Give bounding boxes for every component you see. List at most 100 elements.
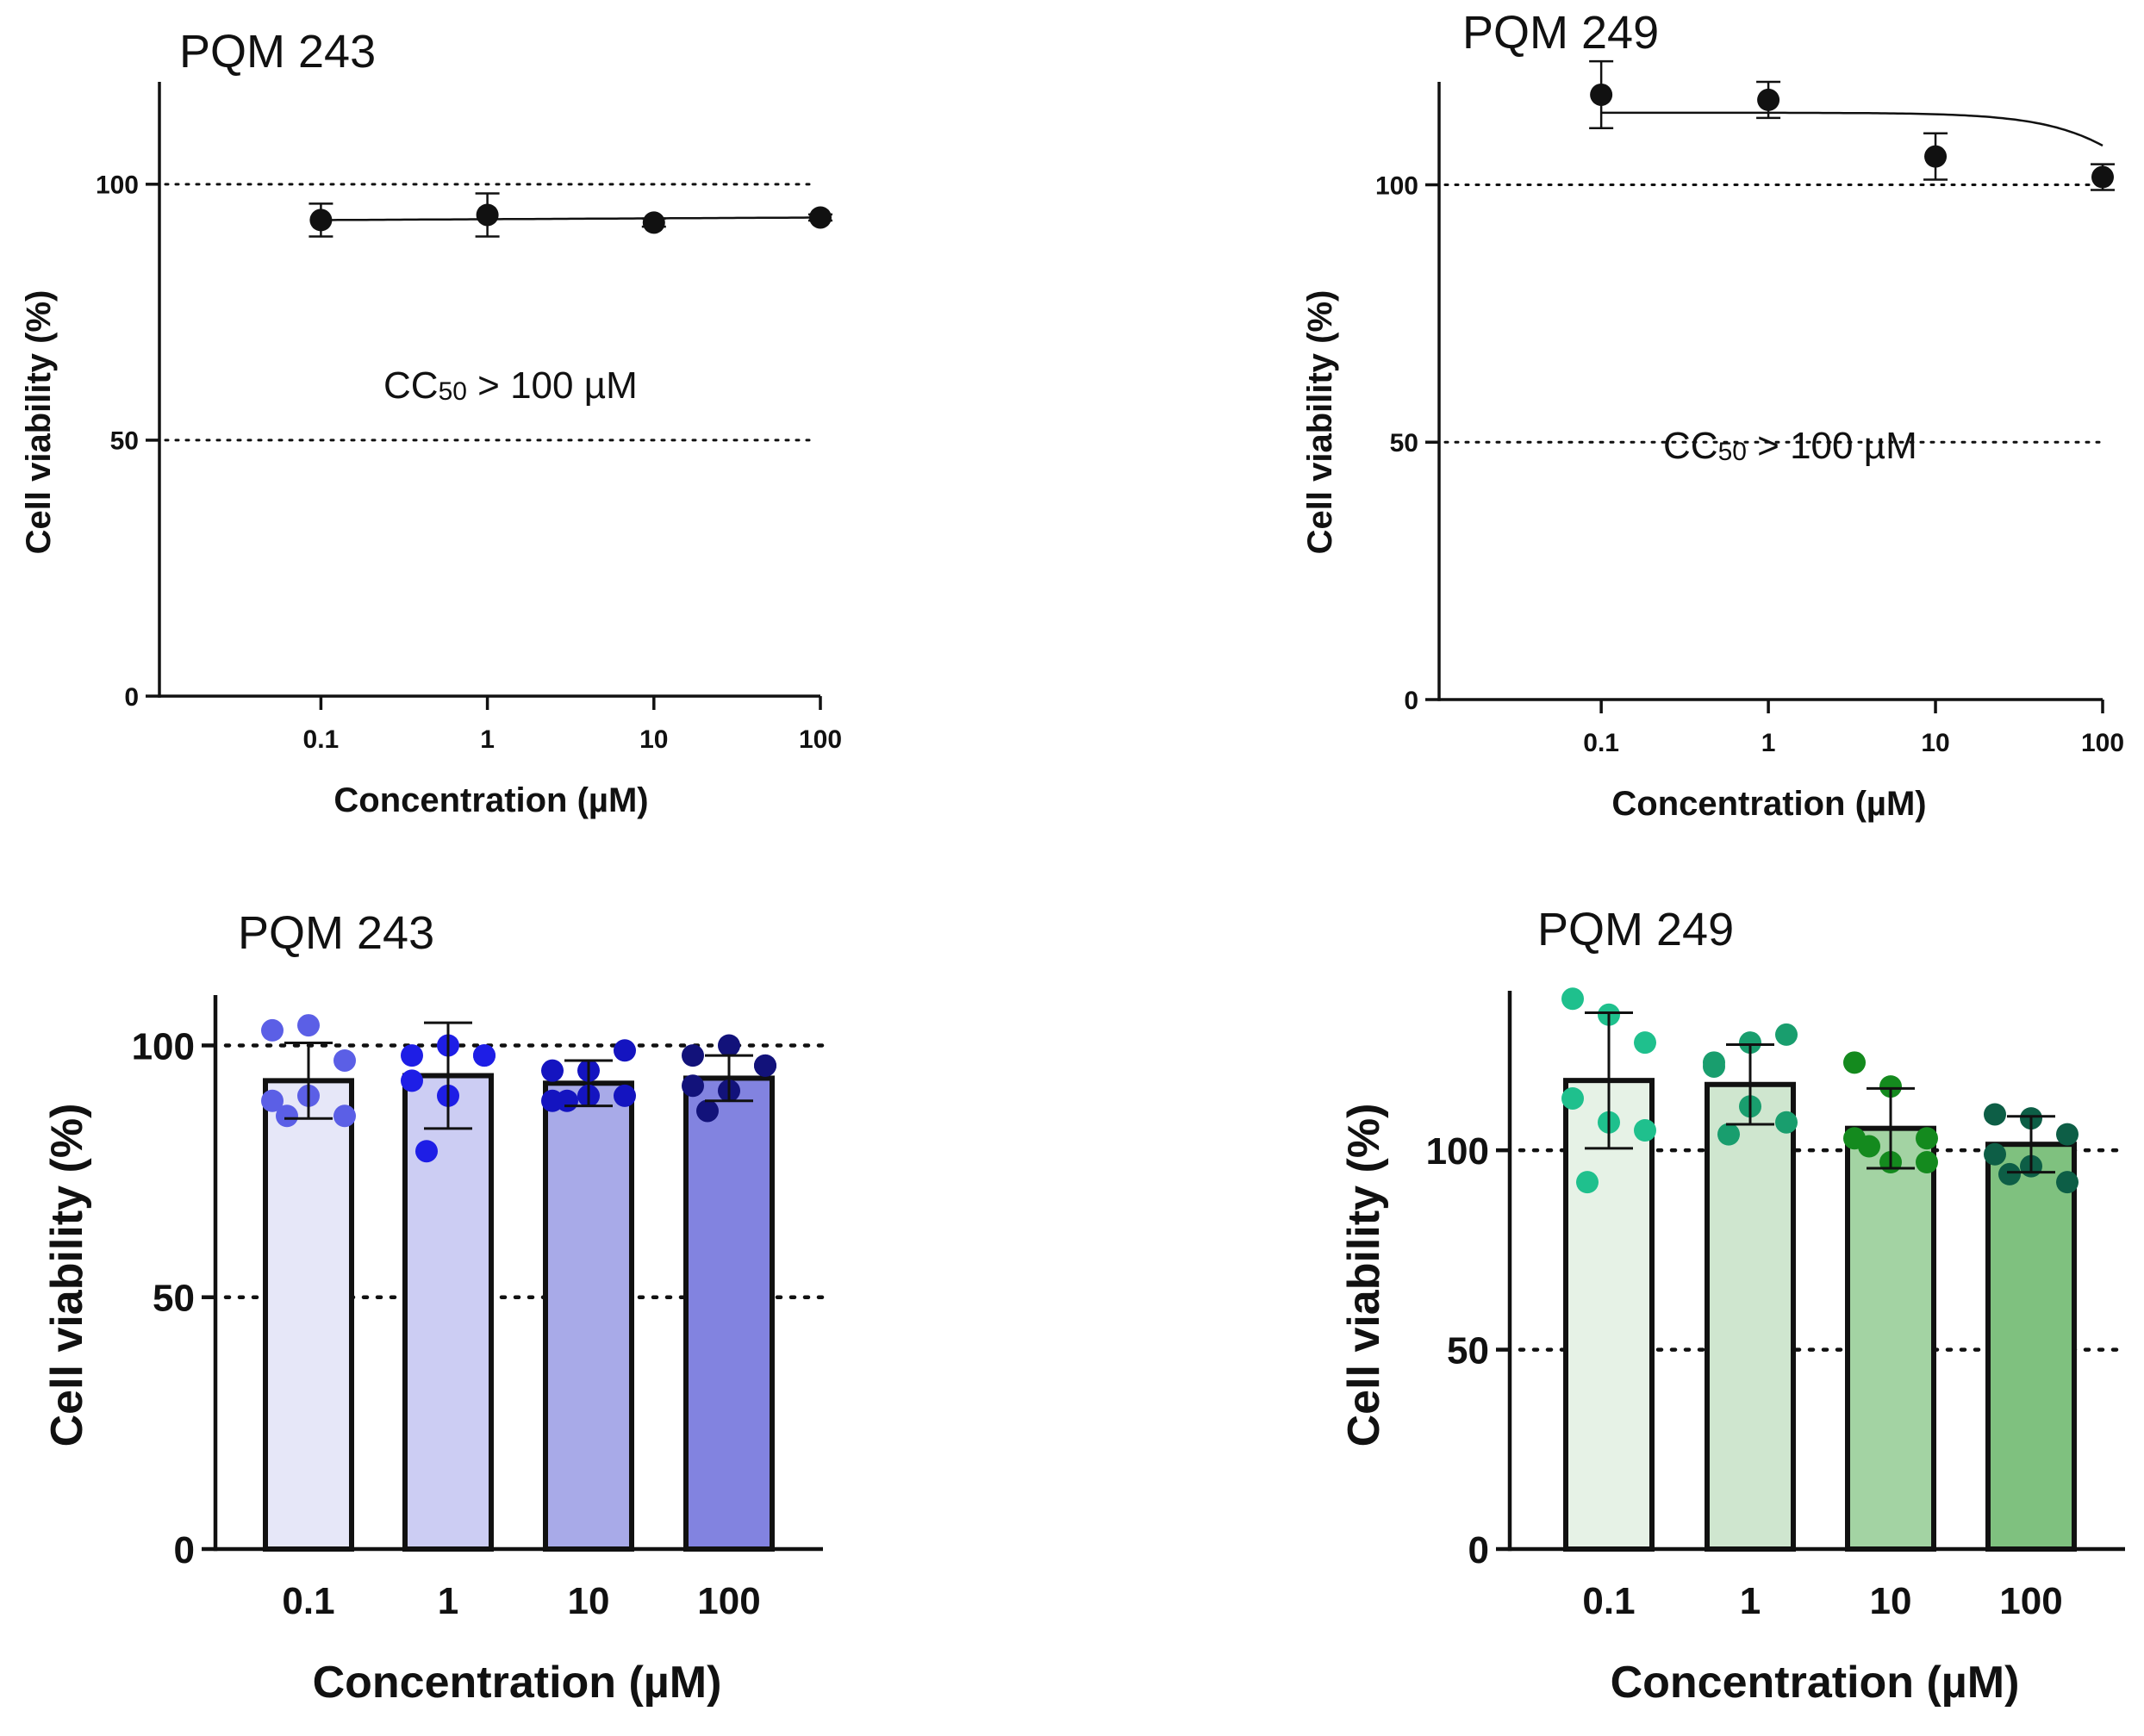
data-point [1757, 88, 1780, 111]
replicate-point [261, 1018, 284, 1042]
replicate-point [415, 1140, 438, 1163]
replicate-point [401, 1069, 423, 1092]
replicate-point [1984, 1103, 2006, 1126]
panel-pqm243-curve: PQM 243 Concentration (µM) Cell viabilit… [20, 26, 842, 819]
data-point [476, 203, 499, 227]
y-axis-label: Cell viability (%) [1301, 290, 1339, 555]
replicate-point [1879, 1075, 1902, 1098]
replicate-point [261, 1089, 284, 1112]
bar [263, 1078, 354, 1552]
replicate-point [473, 1044, 495, 1067]
chart-title: PQM 249 [1537, 904, 1734, 955]
replicate-point [333, 1048, 356, 1072]
x-tick-label: 100 [799, 725, 842, 754]
replicate-point [556, 1089, 578, 1112]
replicate-point [1775, 1111, 1798, 1134]
y-axis-label: Cell viability (%) [1339, 1104, 1389, 1447]
y-tick-label: 100 [132, 1025, 195, 1067]
y-tick-label: 0 [1404, 687, 1418, 715]
x-tick-label: 0.1 [1583, 729, 1619, 757]
replicate-point [1561, 987, 1584, 1011]
replicate-point [1561, 1086, 1584, 1110]
chart-title: PQM 243 [238, 907, 434, 959]
replicate-point [1775, 1023, 1798, 1046]
y-tick-label: 100 [96, 171, 139, 200]
y-axis-label: Cell viability (%) [42, 1104, 92, 1447]
x-tick-label: 10 [1921, 729, 1949, 757]
replicate-point [2056, 1123, 2079, 1146]
data-point [309, 208, 333, 232]
panel-pqm249-bars: PQM 249 Concentration (µM) Cell viabilit… [1339, 904, 2128, 1708]
replicate-point [1843, 1051, 1866, 1074]
replicate-point [1717, 1123, 1740, 1146]
replicate-point [614, 1084, 636, 1107]
cc50-annotation: CC50 > 100 µM [1663, 425, 1917, 467]
bar [1845, 1125, 1936, 1552]
replicate-point [297, 1014, 320, 1037]
x-tick-label: 0.1 [303, 725, 340, 754]
chart-title: PQM 243 [179, 26, 376, 78]
bar [1705, 1081, 1796, 1552]
replicate-point [614, 1039, 636, 1062]
y-tick-label: 100 [1426, 1130, 1489, 1173]
x-axis-label: Concentration (µM) [1611, 1658, 2020, 1708]
x-axis-label: Concentration (µM) [313, 1658, 722, 1708]
x-tick-label: 1 [438, 1580, 458, 1622]
replicate-point [682, 1044, 704, 1067]
data-point [1590, 83, 1613, 106]
replicate-point [1984, 1142, 2006, 1166]
replicate-point [682, 1074, 704, 1098]
replicate-point [1916, 1151, 1938, 1174]
x-tick-label: 10 [568, 1580, 610, 1622]
x-tick-label: 10 [1870, 1580, 1912, 1622]
fit-curve [321, 216, 820, 221]
cc50-annotation: CC50 > 100 µM [383, 364, 638, 407]
replicate-point [1916, 1127, 1938, 1150]
bar [683, 1075, 775, 1552]
x-tick-label: 100 [697, 1580, 760, 1622]
replicate-point [1576, 1171, 1599, 1194]
x-axis-label: Concentration (µM) [1611, 785, 1926, 823]
x-tick-label: 0.1 [282, 1580, 334, 1622]
bar [1985, 1142, 2077, 1552]
replicate-point [718, 1034, 740, 1057]
x-tick-label: 0.1 [1582, 1580, 1635, 1622]
replicate-point [1634, 1119, 1656, 1142]
replicate-point [2056, 1171, 2079, 1194]
x-tick-label: 1 [480, 725, 495, 754]
x-tick-label: 1 [1740, 1580, 1761, 1622]
y-tick-label: 50 [1390, 429, 1418, 457]
replicate-point [1703, 1051, 1725, 1074]
x-tick-label: 100 [1999, 1580, 2062, 1622]
replicate-point [541, 1059, 564, 1082]
y-axis-label: Cell viability (%) [20, 290, 58, 555]
replicate-point [276, 1104, 298, 1128]
replicate-point [1858, 1135, 1880, 1158]
y-tick-label: 100 [1375, 171, 1418, 200]
y-tick-label: 0 [1468, 1529, 1489, 1571]
y-tick-label: 0 [174, 1529, 195, 1571]
y-tick-label: 50 [1447, 1329, 1489, 1372]
y-tick-label: 50 [153, 1278, 195, 1320]
replicate-point [1634, 1031, 1656, 1055]
x-axis-label: Concentration (µM) [333, 781, 648, 819]
panel-pqm249-curve: PQM 249 Concentration (µM) Cell viabilit… [1301, 7, 2124, 823]
bar [543, 1080, 634, 1552]
data-point [2091, 165, 2114, 189]
data-point [642, 211, 665, 234]
x-tick-label: 10 [639, 725, 668, 754]
data-point [809, 206, 832, 229]
y-tick-label: 50 [110, 427, 139, 456]
panel-pqm243-bars: PQM 243 Concentration (µM) Cell viabilit… [42, 907, 826, 1708]
x-tick-label: 100 [2081, 729, 2124, 757]
replicate-point [696, 1099, 719, 1123]
replicate-point [401, 1044, 423, 1067]
bar [1563, 1078, 1655, 1552]
y-tick-label: 0 [124, 683, 139, 712]
data-point [1924, 145, 1948, 168]
chart-title: PQM 249 [1462, 7, 1659, 59]
fit-curve [1601, 111, 2103, 147]
replicate-point [1739, 1031, 1761, 1055]
x-tick-label: 1 [1761, 729, 1776, 757]
